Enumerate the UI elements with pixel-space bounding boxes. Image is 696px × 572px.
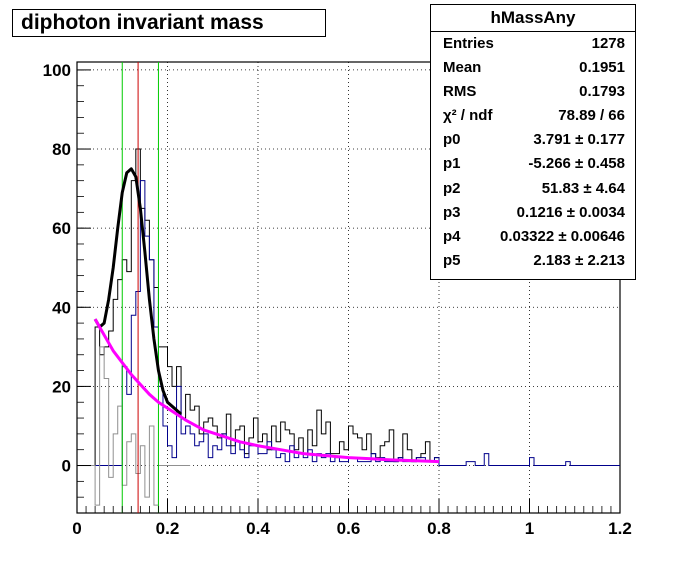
x-tick-label-4: 0.8 xyxy=(427,519,451,538)
stats-box: hMassAny Entries 1278 Mean 0.1951 RMS 0.1793 χ… xyxy=(430,4,636,280)
histogram-blue-histogram xyxy=(77,180,620,467)
stats-value: 0.1793 xyxy=(579,83,625,101)
stats-value: 78.89 / 66 xyxy=(558,107,625,125)
stats-row: p2 51.83 ± 4.64 xyxy=(431,177,635,201)
x-tick-label-3: 0.6 xyxy=(337,519,361,538)
stats-key: p4 xyxy=(443,227,461,245)
stats-key: Entries xyxy=(443,35,494,52)
stats-row: RMS 0.1793 xyxy=(431,80,635,104)
stats-value: 0.1216 ± 0.0034 xyxy=(516,203,625,221)
stats-key: Mean xyxy=(443,59,482,77)
y-tick-label-2: 40 xyxy=(52,298,71,317)
x-tick-label-6: 1.2 xyxy=(608,519,632,538)
stats-value: -5.266 ± 0.458 xyxy=(528,155,625,173)
x-tick-label-5: 1 xyxy=(525,519,534,538)
stats-key: χ² / ndf xyxy=(443,107,493,125)
stats-value: 0.03322 ± 0.00646 xyxy=(499,227,625,245)
stats-value: 0.1951 xyxy=(579,59,625,77)
y-tick-label-1: 20 xyxy=(52,377,71,396)
x-tick-label-2: 0.4 xyxy=(246,519,270,538)
stats-row: p1 -5.266 ± 0.458 xyxy=(431,152,635,176)
marker-lines xyxy=(121,62,159,513)
stats-key: p3 xyxy=(443,203,461,221)
stats-key: p5 xyxy=(443,251,461,269)
stats-value: 51.83 ± 4.64 xyxy=(541,179,625,197)
histograms xyxy=(77,148,620,506)
stats-value: 2.183 ± 2.213 xyxy=(533,251,625,269)
stats-key: p2 xyxy=(443,179,461,197)
stats-row: χ² / ndf 78.89 / 66 xyxy=(431,104,635,128)
axes: 0 0.2 0.4 0.6 0.8 1 1.2 0 20 40 60 80 100 xyxy=(43,61,632,538)
fit-curve-1 xyxy=(93,318,440,464)
stats-row: Mean 0.1951 xyxy=(431,56,635,80)
stats-title: hMassAny xyxy=(431,5,635,32)
fit-curve-0 xyxy=(93,167,183,416)
stats-key: p0 xyxy=(443,131,461,149)
stats-value: 3.791 ± 0.177 xyxy=(533,131,625,149)
y-tick-label-5: 100 xyxy=(43,61,71,80)
stats-row: p3 0.1216 ± 0.0034 xyxy=(431,201,635,225)
stats-key: p1 xyxy=(443,155,461,173)
stats-row: Entries 1278 xyxy=(431,32,635,56)
y-tick-label-3: 60 xyxy=(52,219,71,238)
x-tick-label-1: 0.2 xyxy=(156,519,180,538)
stats-key: RMS xyxy=(443,83,477,101)
stats-row: p0 3.791 ± 0.177 xyxy=(431,128,635,152)
stats-row: p5 2.183 ± 2.213 xyxy=(431,249,635,273)
stats-rows: Entries 1278 Mean 0.1951 RMS 0.1793 χ² / ndf 78… xyxy=(431,32,635,273)
x-tick-label-0: 0 xyxy=(72,519,81,538)
stats-row: p4 0.03322 ± 0.00646 xyxy=(431,225,635,249)
plot-title: diphoton invariant mass xyxy=(12,9,326,37)
y-tick-label-4: 80 xyxy=(52,140,71,159)
fit-curves xyxy=(93,167,440,464)
stats-value: 1278 xyxy=(591,35,625,52)
y-tick-label-0: 0 xyxy=(62,457,71,476)
histogram-black-histogram xyxy=(77,148,444,467)
histogram-grey-histogram xyxy=(77,346,191,506)
